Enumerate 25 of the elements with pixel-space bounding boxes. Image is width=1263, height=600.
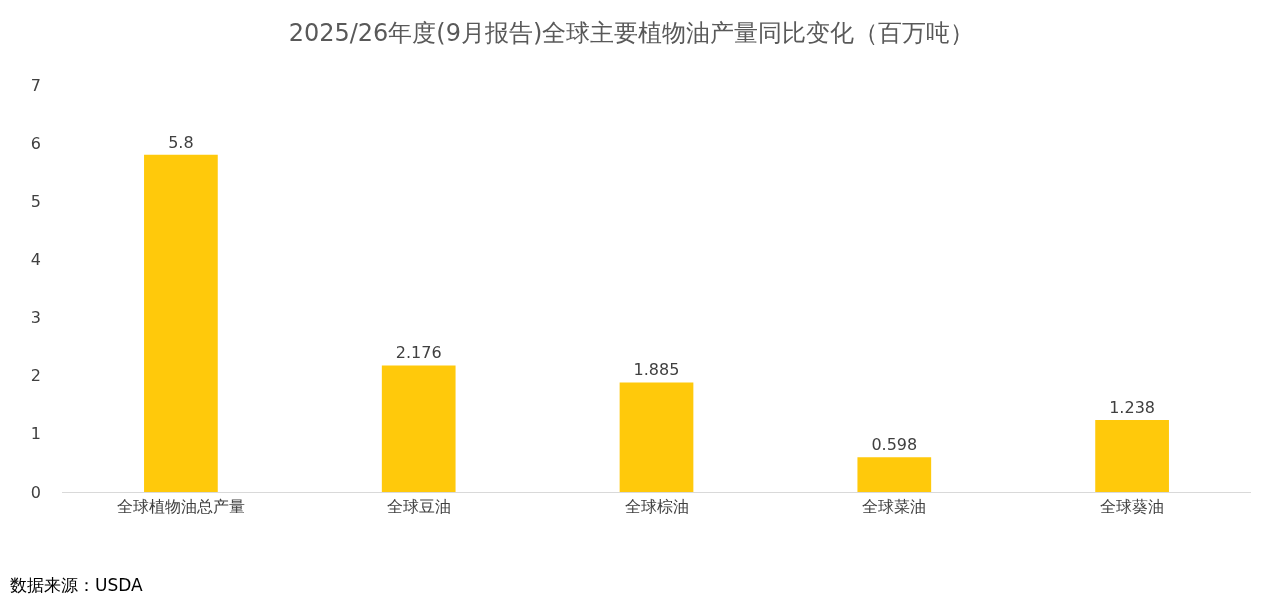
data-label: 1.885: [633, 360, 680, 380]
data-label: 5.8: [168, 132, 194, 152]
y-tick-label: 3: [30, 308, 41, 328]
x-tick-label: 全球棕油: [624, 497, 689, 517]
bar: [381, 365, 456, 492]
x-tick-label: 全球植物油总产量: [116, 497, 245, 517]
data-label: 1.238: [1109, 398, 1156, 418]
y-tick-label: 2: [30, 366, 41, 386]
y-tick-label: 0: [30, 482, 41, 502]
data-label: 2.176: [395, 343, 442, 363]
data-label: 0.598: [871, 435, 918, 455]
bar: [857, 457, 932, 492]
y-tick-label: 5: [30, 191, 41, 211]
bar: [619, 382, 694, 492]
bar: [144, 154, 218, 492]
y-tick-label: 6: [30, 133, 41, 153]
x-tick-label: 全球菜油: [862, 497, 927, 517]
chart-title: 2025/26年度(9月报告)全球主要植物油产量同比变化（百万吨）: [288, 18, 975, 47]
y-tick-label: 4: [30, 250, 41, 270]
y-tick-label: 1: [30, 424, 41, 444]
source-note: 数据来源：USDA: [10, 575, 144, 595]
x-tick-label: 全球豆油: [386, 497, 451, 517]
y-tick-label: 7: [30, 75, 41, 95]
bar: [1095, 420, 1169, 492]
x-tick-label: 全球葵油: [1100, 497, 1165, 517]
